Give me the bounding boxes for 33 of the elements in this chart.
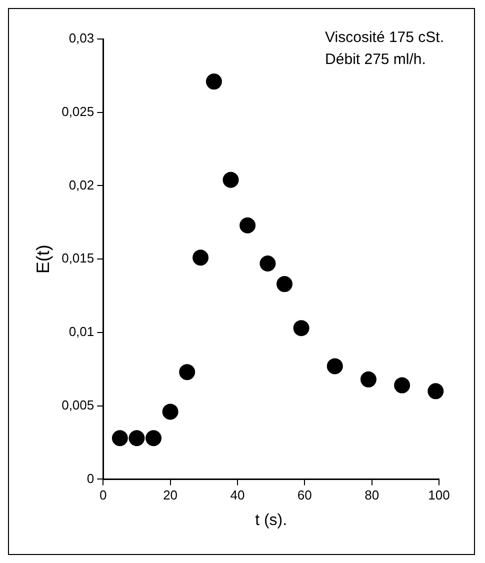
y-axis-title: E(t) (32, 244, 53, 274)
x-axis-title: t (s). (255, 512, 288, 529)
x-tick-label: 60 (297, 488, 312, 503)
point (428, 383, 444, 400)
annotation: Débit 275 ml/h. (325, 50, 427, 70)
point (260, 256, 276, 272)
y-tick-label: 0,02 (68, 177, 94, 192)
x-tick-label: 20 (163, 488, 178, 503)
point (276, 276, 292, 292)
point (326, 358, 343, 374)
point (293, 320, 310, 336)
y-tick-label: 0,015 (62, 250, 94, 266)
point (240, 217, 256, 234)
point (179, 364, 196, 380)
y-tick-label: 0,03 (68, 30, 94, 46)
x-tick-label: 80 (364, 488, 380, 503)
y-tick-label: 0,005 (62, 397, 94, 412)
point (128, 430, 145, 446)
y-tick-label: 0,025 (62, 104, 94, 119)
point (112, 430, 128, 446)
point (192, 250, 209, 266)
annotation: Viscosité 175 cSt. (325, 28, 444, 48)
x-tick-label: 40 (230, 488, 245, 503)
y-tick-label: 0,01 (68, 324, 94, 340)
point (394, 377, 410, 394)
point (222, 172, 239, 188)
point (206, 74, 222, 90)
point (146, 430, 162, 446)
point (360, 371, 376, 388)
x-tick-label: 0 (100, 488, 107, 503)
point (162, 404, 178, 420)
y-tick-label: 0 (86, 470, 94, 486)
x-tick-label: 100 (428, 488, 450, 503)
